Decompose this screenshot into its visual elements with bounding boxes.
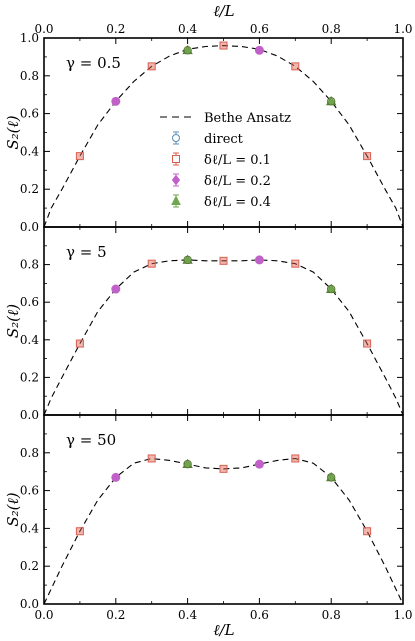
x-tick-label-bottom: 0.6 — [250, 608, 269, 622]
data-point-square — [147, 62, 156, 71]
data-point-triangle-overlay — [183, 46, 192, 55]
y-tick-label: 1.0 — [20, 31, 39, 45]
bottom-axis-label: ℓ/L — [213, 621, 234, 639]
legend-entry: direct — [172, 131, 244, 147]
data-point-triangle-overlay — [183, 459, 192, 469]
x-tick-label-top: 0.8 — [322, 22, 341, 36]
legend-marker-circle — [172, 134, 180, 142]
data-point-square — [291, 454, 300, 463]
x-tick-label-top: 0.6 — [250, 22, 269, 36]
y-tick-label: 0.4 — [20, 521, 39, 535]
top-axis-label: ℓ/L — [213, 2, 234, 20]
data-point-square — [147, 259, 156, 268]
data-point-triangle-overlay — [327, 284, 336, 294]
x-tick-label-top: 1.0 — [393, 22, 412, 36]
data-point-square — [219, 41, 228, 50]
legend-marker-diamond — [171, 174, 181, 186]
y-tick-label: 0.0 — [20, 408, 39, 422]
top-x-tick-labels: 0.0 0.2 0.4 0.6 0.8 1.0 — [34, 22, 412, 36]
panel-label: γ = 50 — [66, 431, 116, 449]
y-tick-label: 0.2 — [20, 559, 39, 573]
legend-marker-square — [172, 155, 180, 163]
y-tick-label: 0.0 — [20, 597, 39, 611]
data-point-square — [75, 152, 84, 161]
legend-entry: δℓ/L = 0.2 — [171, 173, 271, 189]
bethe-ansatz-curve — [43, 45, 404, 228]
y-axis-label: S₂(ℓ) — [4, 304, 22, 338]
legend-entry: δℓ/L = 0.4 — [171, 194, 271, 210]
legend: Bethe Ansatz direct δℓ/L = 0.1 δℓ/L = 0.2 δℓ… — [160, 111, 291, 210]
y-tick-label: 0.8 — [20, 69, 39, 83]
data-point-diamond — [254, 45, 264, 55]
legend-label: δℓ/L = 0.1 — [204, 153, 271, 168]
data-point-square — [75, 339, 84, 348]
panel-2: 0.0 0.2 0.4 0.6 0.8 S₂(ℓ) γ = 5 — [4, 226, 404, 422]
y-tick-label: 0.4 — [20, 333, 39, 347]
y-tick-label: 0.0 — [20, 220, 39, 234]
panel-3: 0.0 0.2 0.4 0.6 0.8 S₂(ℓ) γ = 50 — [4, 414, 404, 611]
y-axis-label: S₂(ℓ) — [4, 492, 22, 526]
data-point-square — [219, 256, 228, 265]
panel-label: γ = 0.5 — [66, 54, 121, 72]
x-tick-label-bottom: 0.2 — [106, 608, 125, 622]
data-point-diamond — [111, 96, 121, 106]
x-tick-label-bottom: 1.0 — [393, 608, 412, 622]
legend-label: direct — [204, 132, 244, 147]
x-tick-label-top: 0.2 — [106, 22, 125, 36]
data-point-square — [291, 62, 300, 71]
legend-label: δℓ/L = 0.2 — [204, 174, 271, 189]
y-tick-label: 0.8 — [20, 446, 39, 460]
data-point-diamond — [254, 255, 264, 265]
legend-entry: Bethe Ansatz — [160, 111, 291, 126]
data-point-triangle-overlay — [183, 255, 192, 265]
x-tick-label-top: 0.0 — [34, 22, 53, 36]
data-point-diamond — [111, 472, 121, 482]
legend-marker-triangle — [171, 195, 181, 205]
y-tick-label: 0.4 — [20, 144, 39, 158]
data-point-square — [75, 527, 84, 536]
panels: 0.00.20.40.60.81.0S₂(ℓ)γ = 0.50.00.20.40… — [4, 22, 413, 622]
data-point-triangle-overlay — [327, 473, 336, 482]
x-tick-label-bottom: 0.8 — [322, 608, 341, 622]
data-point-square — [147, 454, 156, 463]
data-point-square — [363, 339, 372, 348]
y-tick-label: 0.2 — [20, 370, 39, 384]
data-point-square — [291, 259, 300, 268]
panel-label: γ = 5 — [66, 243, 107, 261]
x-tick-label-bottom: 0.4 — [178, 608, 197, 622]
y-tick-label: 0.8 — [20, 258, 39, 272]
legend-label: Bethe Ansatz — [204, 111, 291, 126]
bethe-ansatz-curve — [43, 457, 404, 605]
data-point-triangle-overlay — [327, 97, 336, 106]
bottom-x-tick-labels: 0.0 0.2 0.4 0.6 0.8 1.0 — [34, 608, 412, 622]
y-tick-label: 0.6 — [20, 107, 39, 121]
bethe-ansatz-curve — [43, 259, 404, 416]
legend-entry: δℓ/L = 0.1 — [172, 152, 271, 168]
data-point-square — [219, 464, 228, 473]
data-point-diamond — [254, 459, 264, 469]
data-point-square — [363, 527, 372, 536]
y-tick-label: 0.6 — [20, 295, 39, 309]
legend-label: δℓ/L = 0.4 — [204, 195, 271, 210]
y-tick-label: 0.2 — [20, 182, 39, 196]
x-tick-label-top: 0.4 — [178, 22, 197, 36]
data-point-diamond — [111, 284, 121, 294]
data-point-square — [363, 152, 372, 161]
y-axis-label: S₂(ℓ) — [4, 115, 22, 149]
y-tick-label: 0.6 — [20, 484, 39, 498]
x-tick-label-bottom: 0.0 — [34, 608, 53, 622]
